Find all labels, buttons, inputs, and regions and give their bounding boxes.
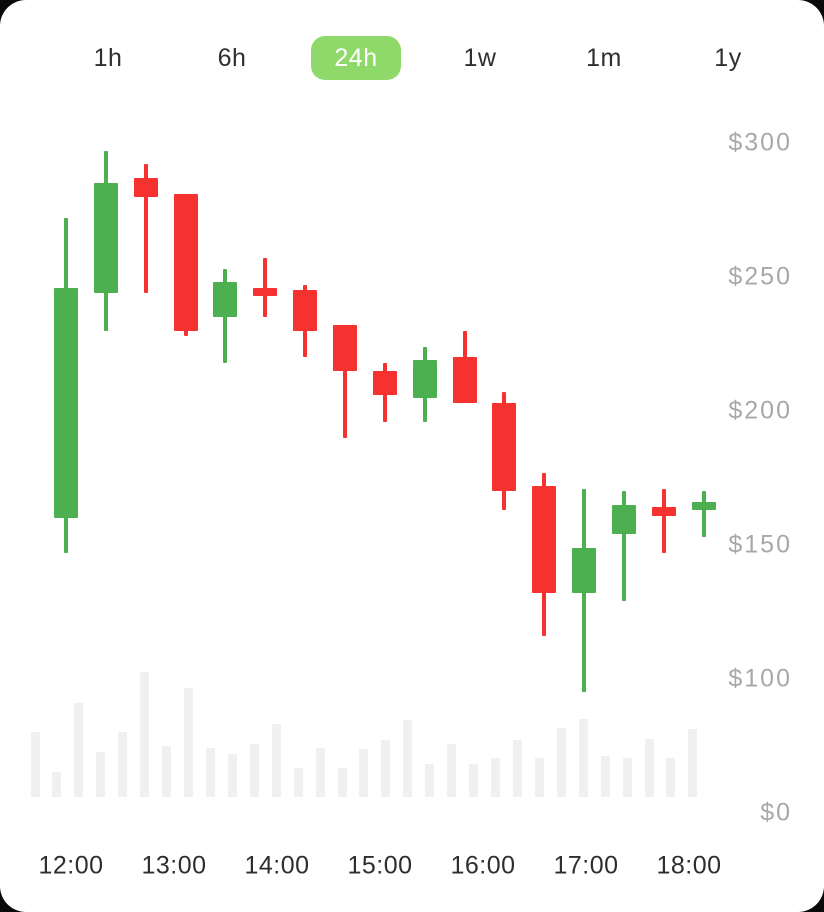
x-axis-label: 15:00 [347, 851, 413, 880]
candle-body-down [173, 193, 198, 331]
timeframe-button-1y[interactable]: 1y [666, 36, 790, 80]
volume-bar [315, 748, 325, 797]
volume-bar [227, 754, 237, 797]
volume-bar [622, 758, 632, 797]
y-axis-label: $200 [728, 396, 792, 425]
volume-bar [512, 740, 522, 797]
volume-bar [271, 724, 281, 797]
y-axis-label: $0 [760, 798, 792, 827]
candle-body-down [492, 402, 517, 492]
candle-body-up [412, 360, 437, 398]
volume-bar [337, 768, 347, 797]
volume-bar [30, 732, 40, 797]
volume-bar [556, 728, 566, 797]
candle-wick-down [263, 258, 268, 318]
candle-body-down [452, 357, 477, 403]
volume-bar [162, 746, 172, 797]
candle-body-up [611, 504, 636, 535]
timeframe-button-1h[interactable]: 1h [46, 36, 170, 80]
volume-bar [96, 752, 106, 797]
timeframe-button-6h[interactable]: 6h [170, 36, 294, 80]
candle-body-down [532, 486, 557, 594]
x-axis-label: 16:00 [450, 851, 516, 880]
candle-body-up [572, 547, 597, 594]
candle-wick-up [701, 491, 706, 537]
y-axis-label: $150 [728, 530, 792, 559]
volume-bar [688, 729, 698, 797]
candle-body-up [54, 287, 78, 519]
x-axis-label: 17:00 [553, 851, 619, 880]
volume-bar [184, 688, 193, 797]
y-axis-label: $300 [728, 128, 792, 157]
timeframe-label: 24h [311, 36, 401, 80]
volume-bar [381, 740, 391, 797]
y-axis-label: $100 [728, 664, 792, 693]
candle-body-down [293, 290, 318, 331]
volume-bar [447, 744, 457, 797]
y-axis-label: $250 [728, 262, 792, 291]
volume-bar [293, 768, 303, 797]
volume-bar [666, 758, 676, 797]
volume-bar [534, 758, 544, 797]
volume-bar [359, 749, 369, 797]
candle-body-down [372, 370, 397, 395]
volume-bar [52, 772, 62, 797]
timeframe-button-1m[interactable]: 1m [542, 36, 666, 80]
timeframe-button-24h[interactable]: 24h [294, 36, 418, 80]
timeframe-label: 1w [463, 43, 497, 72]
volume-bar [578, 719, 588, 797]
candle-wick-up [621, 491, 626, 602]
timeframe-label: 1y [714, 43, 742, 72]
candle-body-down [253, 287, 278, 296]
candle-body-down [133, 177, 158, 197]
volume-bar [425, 764, 435, 797]
volume-bar [491, 758, 501, 797]
timeframe-label: 1m [586, 43, 622, 72]
x-axis-label: 14:00 [244, 851, 310, 880]
candle-body-up [691, 502, 716, 511]
timeframe-label: 1h [93, 43, 123, 72]
volume-bar [469, 764, 479, 797]
timeframe-label: 6h [217, 43, 247, 72]
x-axis-label: 12:00 [38, 851, 104, 880]
timeframe-button-1w[interactable]: 1w [418, 36, 542, 80]
x-axis-label: 13:00 [141, 851, 207, 880]
volume-bar [140, 672, 150, 797]
volume-bar [403, 720, 413, 797]
candle-wick-down [143, 164, 148, 294]
candle-wick-down [342, 325, 347, 438]
volume-bar [118, 732, 128, 797]
volume-bar [644, 739, 654, 797]
x-axis-label: 18:00 [656, 851, 722, 880]
candle-body-down [651, 507, 676, 516]
timeframe-toolbar: 1h 6h 24h 1w 1m 1y [46, 36, 790, 80]
volume-bar [205, 748, 215, 797]
volume-bar [600, 756, 610, 797]
volume-bar [74, 703, 84, 797]
candle-body-up [93, 183, 118, 294]
candle-body-up [213, 282, 238, 318]
volume-bar [249, 744, 259, 797]
candle-body-down [332, 325, 357, 371]
candle-wick-down [661, 488, 666, 554]
